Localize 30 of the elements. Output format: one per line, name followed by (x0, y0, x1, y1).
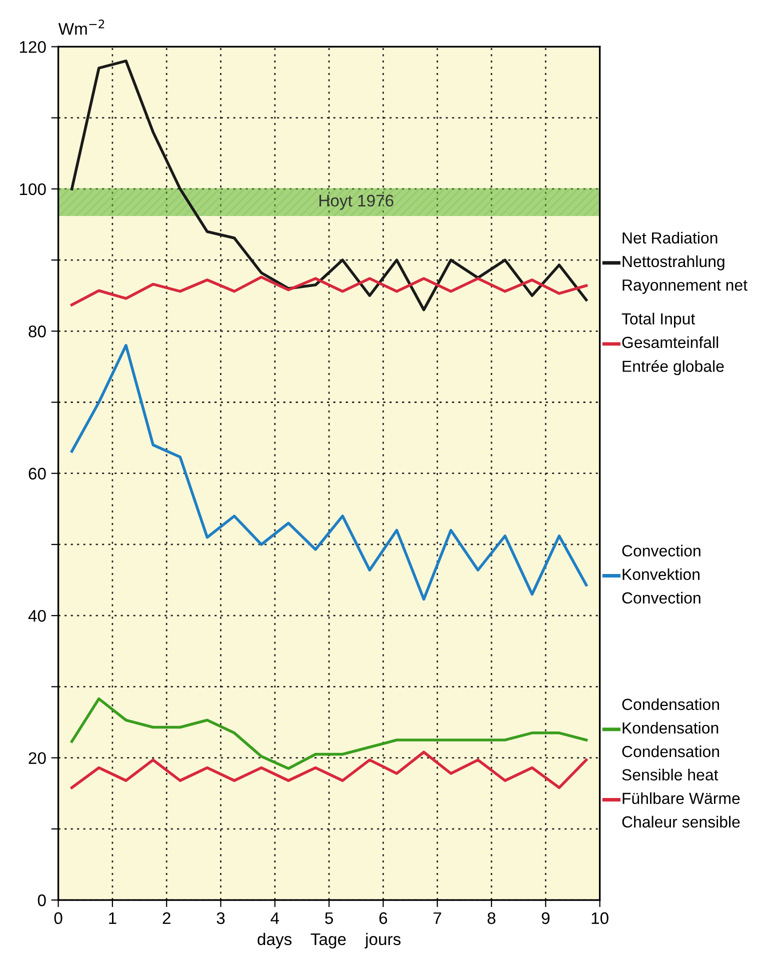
x-tick-label: 8 (488, 912, 496, 924)
y-tick-label: 100 (20, 183, 46, 196)
y-tick-label: 120 (20, 41, 46, 53)
line-series (70, 697, 588, 770)
x-tick-label: 10 (592, 912, 608, 924)
line-series (70, 750, 588, 790)
line-series (70, 344, 588, 601)
y-tick-label: 0 (38, 894, 46, 906)
legend-label: Net Radiation Nettostrahlung Rayonnement net (622, 232, 748, 294)
x-tick-label: 3 (216, 912, 225, 924)
y-axis-title: Wm$^{−2}$ (58, 20, 104, 35)
legend-label: Total Input Gesamteinfall Entrée globale (622, 312, 724, 376)
y-tick-label: 60 (28, 468, 46, 480)
x-tick-label: 4 (270, 912, 280, 924)
x-tick-label: 0 (54, 912, 62, 924)
y-tick-label: 20 (28, 752, 46, 764)
y-tick-label: 80 (28, 326, 46, 338)
x-tick-label: 9 (542, 912, 550, 924)
x-tick-label: 1 (109, 912, 116, 924)
x-tick-label: 6 (379, 912, 388, 924)
x-tick-label: 5 (325, 912, 333, 924)
legend-label: Convection Konvektion Convection (622, 544, 700, 604)
x-axis-title: days Tage jours (258, 932, 401, 948)
x-tick-label: 7 (434, 912, 442, 924)
legend-label: Condensation Kondensation Condensation (622, 698, 719, 758)
line-series (70, 276, 588, 306)
x-tick-label: 2 (162, 912, 170, 924)
band-label: Hoyt 1976 (320, 194, 394, 210)
y-tick-label: 40 (28, 610, 46, 622)
legend-label: Sensible heat Fühlbare Wärme Chaleur sensible (622, 768, 740, 828)
